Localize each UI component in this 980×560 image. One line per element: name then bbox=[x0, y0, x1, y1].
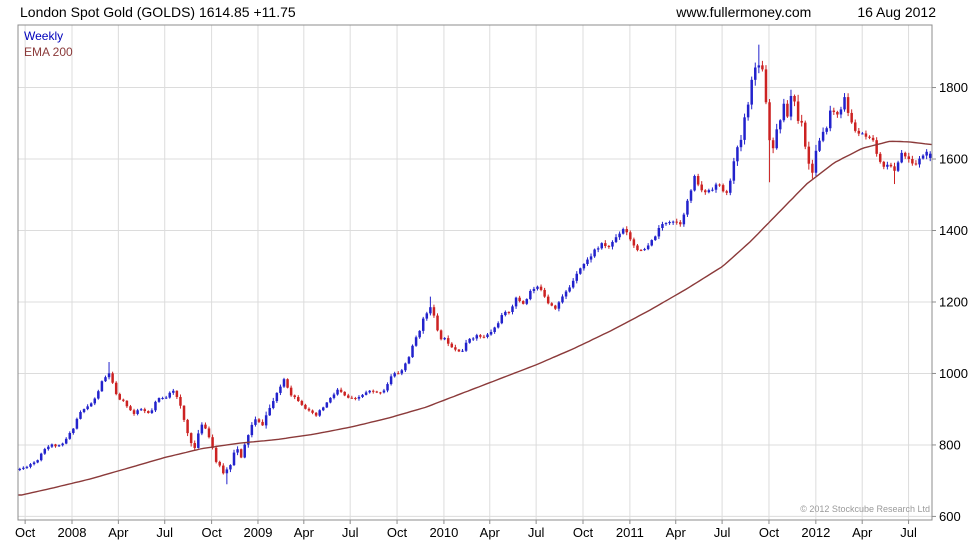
y-axis-label: 800 bbox=[939, 437, 961, 452]
candles bbox=[18, 44, 932, 485]
x-axis-label: 2008 bbox=[58, 525, 87, 540]
y-axis-label: 600 bbox=[939, 509, 961, 524]
axis-labels: 600 800 1000 1200 1400 1600 1800 Oct 2008 Apr Jul O… bbox=[15, 80, 968, 540]
x-axis-label: 2010 bbox=[429, 525, 458, 540]
x-axis-label: Oct bbox=[573, 525, 594, 540]
y-axis-label: 1400 bbox=[939, 223, 968, 238]
copyright-text: © 2012 Stockcube Research Ltd bbox=[800, 504, 930, 514]
x-axis-label: Oct bbox=[201, 525, 222, 540]
x-axis-label: 2011 bbox=[616, 525, 644, 540]
plot-frame bbox=[17, 24, 933, 521]
x-axis-label: 2012 bbox=[801, 525, 830, 540]
x-axis-label: Oct bbox=[759, 525, 780, 540]
x-axis-label: Jul bbox=[156, 525, 173, 540]
header-right: www.fullermoney.com 16 Aug 2012 bbox=[676, 4, 936, 20]
gridlines bbox=[18, 25, 932, 520]
website-text: www.fullermoney.com bbox=[676, 4, 812, 20]
x-axis-label: Apr bbox=[852, 525, 873, 540]
x-axis-label: Apr bbox=[480, 525, 501, 540]
y-axis-label: 1600 bbox=[939, 152, 968, 167]
x-axis-label: Jul bbox=[528, 525, 545, 540]
chart-legend: Weekly EMA 200 bbox=[24, 28, 73, 60]
x-axis-label: Jul bbox=[900, 525, 917, 540]
x-axis-label: Oct bbox=[15, 525, 36, 540]
x-axis-label: Apr bbox=[666, 525, 687, 540]
ema-200-line bbox=[18, 140, 933, 496]
x-axis-label: Jul bbox=[342, 525, 359, 540]
y-axis-label: 1000 bbox=[939, 366, 968, 381]
x-axis-label: Jul bbox=[714, 525, 731, 540]
legend-ema-200: EMA 200 bbox=[24, 45, 73, 59]
chart-header: London Spot Gold (GOLDS) 1614.85 +11.75 … bbox=[20, 4, 936, 20]
chart-title: London Spot Gold (GOLDS) 1614.85 +11.75 bbox=[20, 4, 296, 20]
x-axis-label: Apr bbox=[294, 525, 315, 540]
date-text: 16 Aug 2012 bbox=[857, 4, 936, 20]
x-axis-label: Oct bbox=[387, 525, 408, 540]
x-axis-label: Apr bbox=[108, 525, 129, 540]
y-axis-label: 1200 bbox=[939, 294, 968, 309]
legend-weekly: Weekly bbox=[24, 29, 64, 43]
x-axis-label: 2009 bbox=[244, 525, 273, 540]
y-axis-label: 1800 bbox=[939, 80, 968, 95]
